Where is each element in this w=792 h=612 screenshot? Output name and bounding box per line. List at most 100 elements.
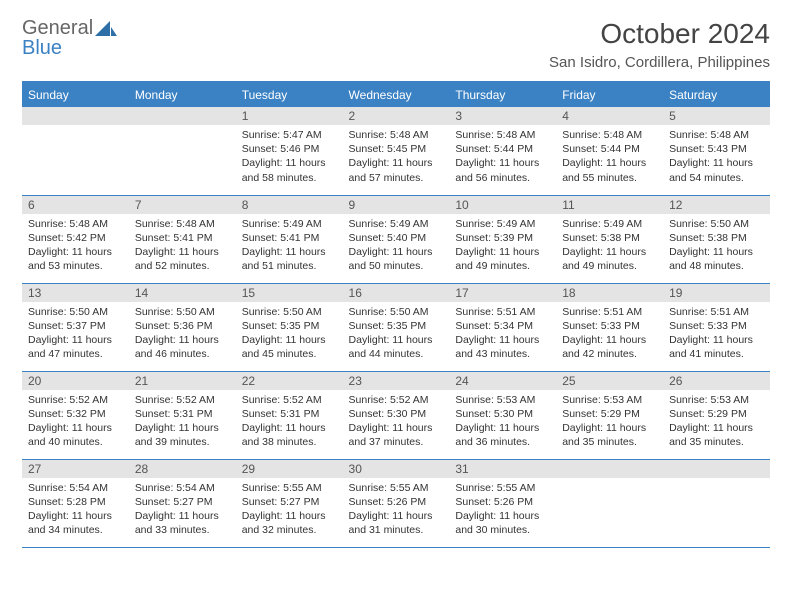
- day-details: Sunrise: 5:48 AMSunset: 5:44 PMDaylight:…: [556, 125, 663, 189]
- daylight-line: Daylight: 11 hours and 50 minutes.: [349, 245, 444, 273]
- day-details: Sunrise: 5:52 AMSunset: 5:30 PMDaylight:…: [343, 390, 450, 454]
- daylight-line: Daylight: 11 hours and 47 minutes.: [28, 333, 123, 361]
- daylight-line: Daylight: 11 hours and 54 minutes.: [669, 156, 764, 184]
- calendar-cell: 26Sunrise: 5:53 AMSunset: 5:29 PMDayligh…: [663, 371, 770, 459]
- day-details: Sunrise: 5:49 AMSunset: 5:41 PMDaylight:…: [236, 214, 343, 278]
- logo-sail-icon: [95, 21, 117, 37]
- daylight-line: Daylight: 11 hours and 31 minutes.: [349, 509, 444, 537]
- sunrise-line: Sunrise: 5:49 AM: [349, 217, 444, 231]
- calendar-cell: [556, 459, 663, 547]
- location-label: San Isidro, Cordillera, Philippines: [549, 54, 770, 71]
- daylight-line: Daylight: 11 hours and 44 minutes.: [349, 333, 444, 361]
- calendar-cell: 10Sunrise: 5:49 AMSunset: 5:39 PMDayligh…: [449, 195, 556, 283]
- weekday-header: Wednesday: [343, 82, 450, 107]
- sunrise-line: Sunrise: 5:53 AM: [562, 393, 657, 407]
- day-number: 30: [343, 460, 450, 478]
- header: General Blue October 2024 San Isidro, Co…: [22, 18, 770, 71]
- day-details: Sunrise: 5:50 AMSunset: 5:35 PMDaylight:…: [236, 302, 343, 366]
- sunrise-line: Sunrise: 5:54 AM: [28, 481, 123, 495]
- sunrise-line: Sunrise: 5:50 AM: [669, 217, 764, 231]
- day-number: 22: [236, 372, 343, 390]
- calendar-cell: 7Sunrise: 5:48 AMSunset: 5:41 PMDaylight…: [129, 195, 236, 283]
- calendar-cell: 5Sunrise: 5:48 AMSunset: 5:43 PMDaylight…: [663, 107, 770, 195]
- calendar-cell: 25Sunrise: 5:53 AMSunset: 5:29 PMDayligh…: [556, 371, 663, 459]
- sunrise-line: Sunrise: 5:52 AM: [349, 393, 444, 407]
- weekday-header: Tuesday: [236, 82, 343, 107]
- sunrise-line: Sunrise: 5:48 AM: [349, 128, 444, 142]
- day-details: Sunrise: 5:52 AMSunset: 5:31 PMDaylight:…: [236, 390, 343, 454]
- sunrise-line: Sunrise: 5:52 AM: [28, 393, 123, 407]
- daylight-line: Daylight: 11 hours and 56 minutes.: [455, 156, 550, 184]
- sunset-line: Sunset: 5:35 PM: [349, 319, 444, 333]
- sunset-line: Sunset: 5:30 PM: [349, 407, 444, 421]
- sunset-line: Sunset: 5:41 PM: [135, 231, 230, 245]
- sunset-line: Sunset: 5:33 PM: [562, 319, 657, 333]
- daylight-line: Daylight: 11 hours and 41 minutes.: [669, 333, 764, 361]
- day-details: Sunrise: 5:50 AMSunset: 5:35 PMDaylight:…: [343, 302, 450, 366]
- day-details: Sunrise: 5:48 AMSunset: 5:43 PMDaylight:…: [663, 125, 770, 189]
- day-number-empty: [556, 460, 663, 478]
- calendar-cell: 29Sunrise: 5:55 AMSunset: 5:27 PMDayligh…: [236, 459, 343, 547]
- day-number: 29: [236, 460, 343, 478]
- calendar-cell: 3Sunrise: 5:48 AMSunset: 5:44 PMDaylight…: [449, 107, 556, 195]
- sunrise-line: Sunrise: 5:52 AM: [135, 393, 230, 407]
- sunrise-line: Sunrise: 5:51 AM: [669, 305, 764, 319]
- daylight-line: Daylight: 11 hours and 35 minutes.: [669, 421, 764, 449]
- sunset-line: Sunset: 5:29 PM: [562, 407, 657, 421]
- sunset-line: Sunset: 5:38 PM: [669, 231, 764, 245]
- daylight-line: Daylight: 11 hours and 49 minutes.: [562, 245, 657, 273]
- sunrise-line: Sunrise: 5:53 AM: [669, 393, 764, 407]
- sunset-line: Sunset: 5:30 PM: [455, 407, 550, 421]
- sunrise-line: Sunrise: 5:51 AM: [455, 305, 550, 319]
- calendar-cell: 30Sunrise: 5:55 AMSunset: 5:26 PMDayligh…: [343, 459, 450, 547]
- day-details: Sunrise: 5:55 AMSunset: 5:26 PMDaylight:…: [343, 478, 450, 542]
- day-details: Sunrise: 5:55 AMSunset: 5:26 PMDaylight:…: [449, 478, 556, 542]
- day-number: 8: [236, 196, 343, 214]
- sunset-line: Sunset: 5:42 PM: [28, 231, 123, 245]
- sunset-line: Sunset: 5:39 PM: [455, 231, 550, 245]
- sunset-line: Sunset: 5:31 PM: [242, 407, 337, 421]
- day-number: 7: [129, 196, 236, 214]
- day-details: Sunrise: 5:51 AMSunset: 5:34 PMDaylight:…: [449, 302, 556, 366]
- day-details: Sunrise: 5:47 AMSunset: 5:46 PMDaylight:…: [236, 125, 343, 189]
- sunrise-line: Sunrise: 5:50 AM: [28, 305, 123, 319]
- daylight-line: Daylight: 11 hours and 37 minutes.: [349, 421, 444, 449]
- calendar-row: 13Sunrise: 5:50 AMSunset: 5:37 PMDayligh…: [22, 283, 770, 371]
- sunset-line: Sunset: 5:38 PM: [562, 231, 657, 245]
- day-number: 24: [449, 372, 556, 390]
- daylight-line: Daylight: 11 hours and 51 minutes.: [242, 245, 337, 273]
- day-number: 18: [556, 284, 663, 302]
- sunrise-line: Sunrise: 5:50 AM: [135, 305, 230, 319]
- calendar-cell: 6Sunrise: 5:48 AMSunset: 5:42 PMDaylight…: [22, 195, 129, 283]
- sunset-line: Sunset: 5:34 PM: [455, 319, 550, 333]
- day-details: Sunrise: 5:55 AMSunset: 5:27 PMDaylight:…: [236, 478, 343, 542]
- sunrise-line: Sunrise: 5:49 AM: [455, 217, 550, 231]
- title-block: October 2024 San Isidro, Cordillera, Phi…: [549, 18, 770, 71]
- page-title: October 2024: [549, 18, 770, 50]
- daylight-line: Daylight: 11 hours and 34 minutes.: [28, 509, 123, 537]
- day-number: 19: [663, 284, 770, 302]
- sunrise-line: Sunrise: 5:49 AM: [242, 217, 337, 231]
- calendar-cell: 20Sunrise: 5:52 AMSunset: 5:32 PMDayligh…: [22, 371, 129, 459]
- calendar-row: 6Sunrise: 5:48 AMSunset: 5:42 PMDaylight…: [22, 195, 770, 283]
- sunrise-line: Sunrise: 5:54 AM: [135, 481, 230, 495]
- day-number: 25: [556, 372, 663, 390]
- sunset-line: Sunset: 5:26 PM: [455, 495, 550, 509]
- sunrise-line: Sunrise: 5:55 AM: [242, 481, 337, 495]
- sunrise-line: Sunrise: 5:48 AM: [28, 217, 123, 231]
- calendar-cell: [22, 107, 129, 195]
- daylight-line: Daylight: 11 hours and 45 minutes.: [242, 333, 337, 361]
- weekday-header: Thursday: [449, 82, 556, 107]
- sunset-line: Sunset: 5:43 PM: [669, 142, 764, 156]
- day-details: Sunrise: 5:52 AMSunset: 5:31 PMDaylight:…: [129, 390, 236, 454]
- day-number: 4: [556, 107, 663, 125]
- daylight-line: Daylight: 11 hours and 38 minutes.: [242, 421, 337, 449]
- daylight-line: Daylight: 11 hours and 39 minutes.: [135, 421, 230, 449]
- calendar-cell: [663, 459, 770, 547]
- day-number: 28: [129, 460, 236, 478]
- calendar-cell: 8Sunrise: 5:49 AMSunset: 5:41 PMDaylight…: [236, 195, 343, 283]
- day-number: 26: [663, 372, 770, 390]
- sunset-line: Sunset: 5:32 PM: [28, 407, 123, 421]
- day-number: 9: [343, 196, 450, 214]
- calendar-cell: 13Sunrise: 5:50 AMSunset: 5:37 PMDayligh…: [22, 283, 129, 371]
